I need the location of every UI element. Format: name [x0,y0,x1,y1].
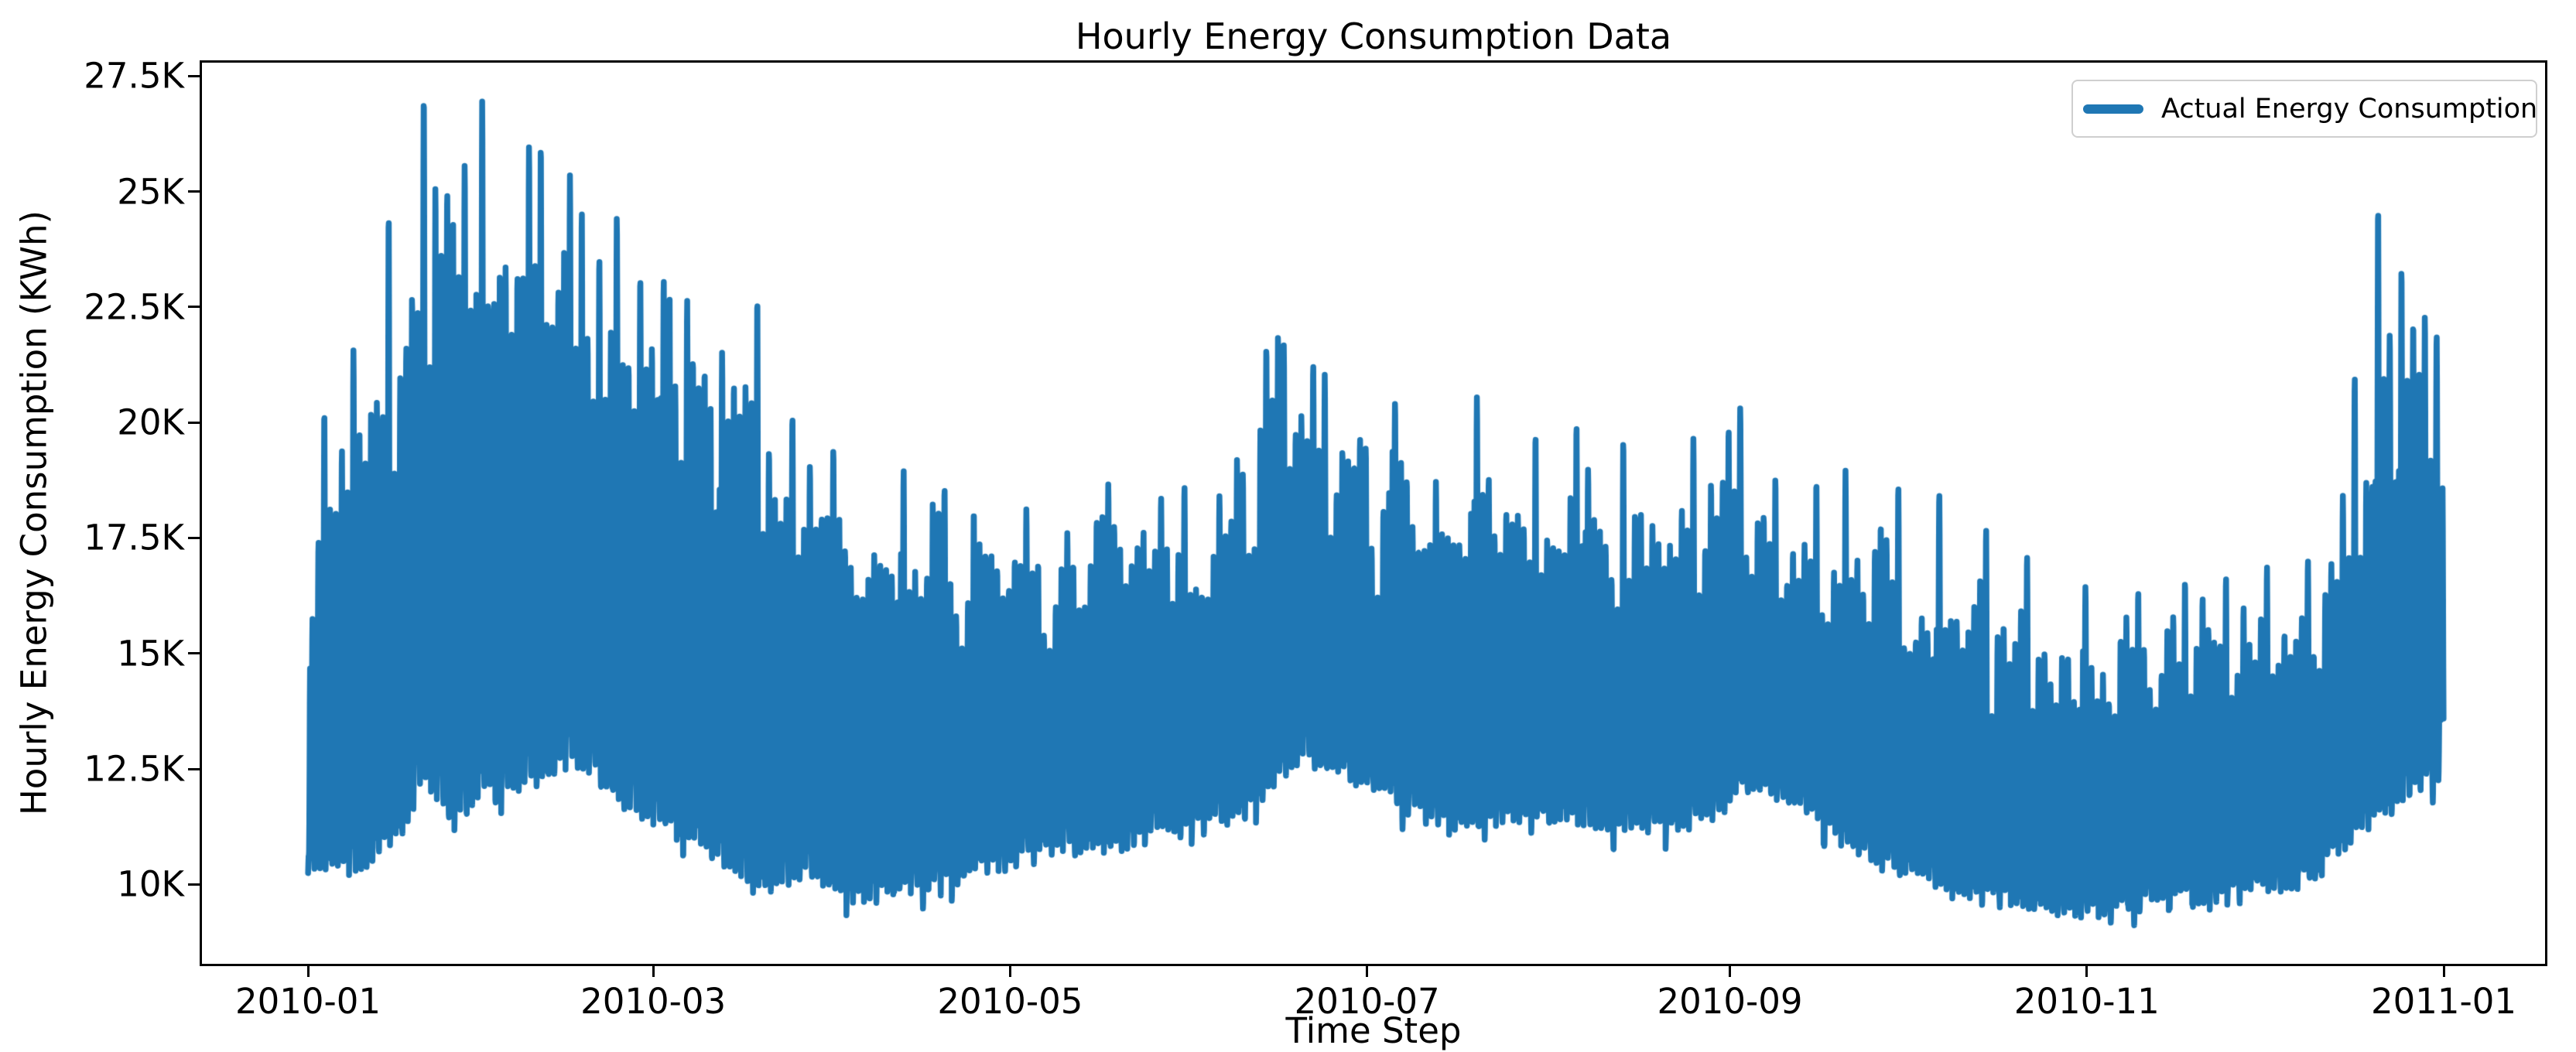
energy-consumption-line-series [202,63,2545,964]
y-tick-label: 20K [117,401,184,443]
x-tick-label: 2010-03 [580,981,727,1022]
y-tick-mark [188,306,200,309]
x-tick-mark [1008,966,1011,977]
y-tick-label: 12.5K [84,748,184,790]
chart-title: Hourly Energy Consumption Data [1075,15,1672,57]
y-tick-mark [188,652,200,655]
x-tick-mark [2442,966,2445,977]
y-tick-label: 22.5K [84,286,184,328]
x-tick-label: 2010-09 [1657,981,1803,1022]
x-tick-label: 2010-07 [1294,981,1440,1022]
legend-label: Actual Energy Consumption [2161,93,2538,125]
x-tick-mark [1366,966,1369,977]
x-tick-label: 2010-11 [2013,981,2160,1022]
x-tick-mark [1728,966,1731,977]
y-tick-mark [188,190,200,193]
y-tick-mark [188,74,200,77]
y-tick-label: 27.5K [84,55,184,97]
y-tick-label: 10K [117,863,184,905]
legend-line-swatch [2083,104,2143,114]
x-tick-label: 2011-01 [2370,981,2517,1022]
x-tick-label: 2010-01 [234,981,381,1022]
x-tick-mark [306,966,310,977]
y-tick-mark [188,421,200,424]
x-tick-mark [652,966,655,977]
y-tick-label: 15K [117,633,184,675]
y-tick-mark [188,883,200,886]
x-tick-label: 2010-05 [937,981,1083,1022]
y-tick-mark [188,767,200,770]
y-tick-label: 17.5K [84,517,184,558]
x-tick-mark [2085,966,2089,977]
y-tick-label: 25K [117,171,184,213]
legend: Actual Energy Consumption [2071,80,2537,138]
x-axis-label: Time Step [1285,1010,1462,1051]
y-tick-mark [188,536,200,539]
